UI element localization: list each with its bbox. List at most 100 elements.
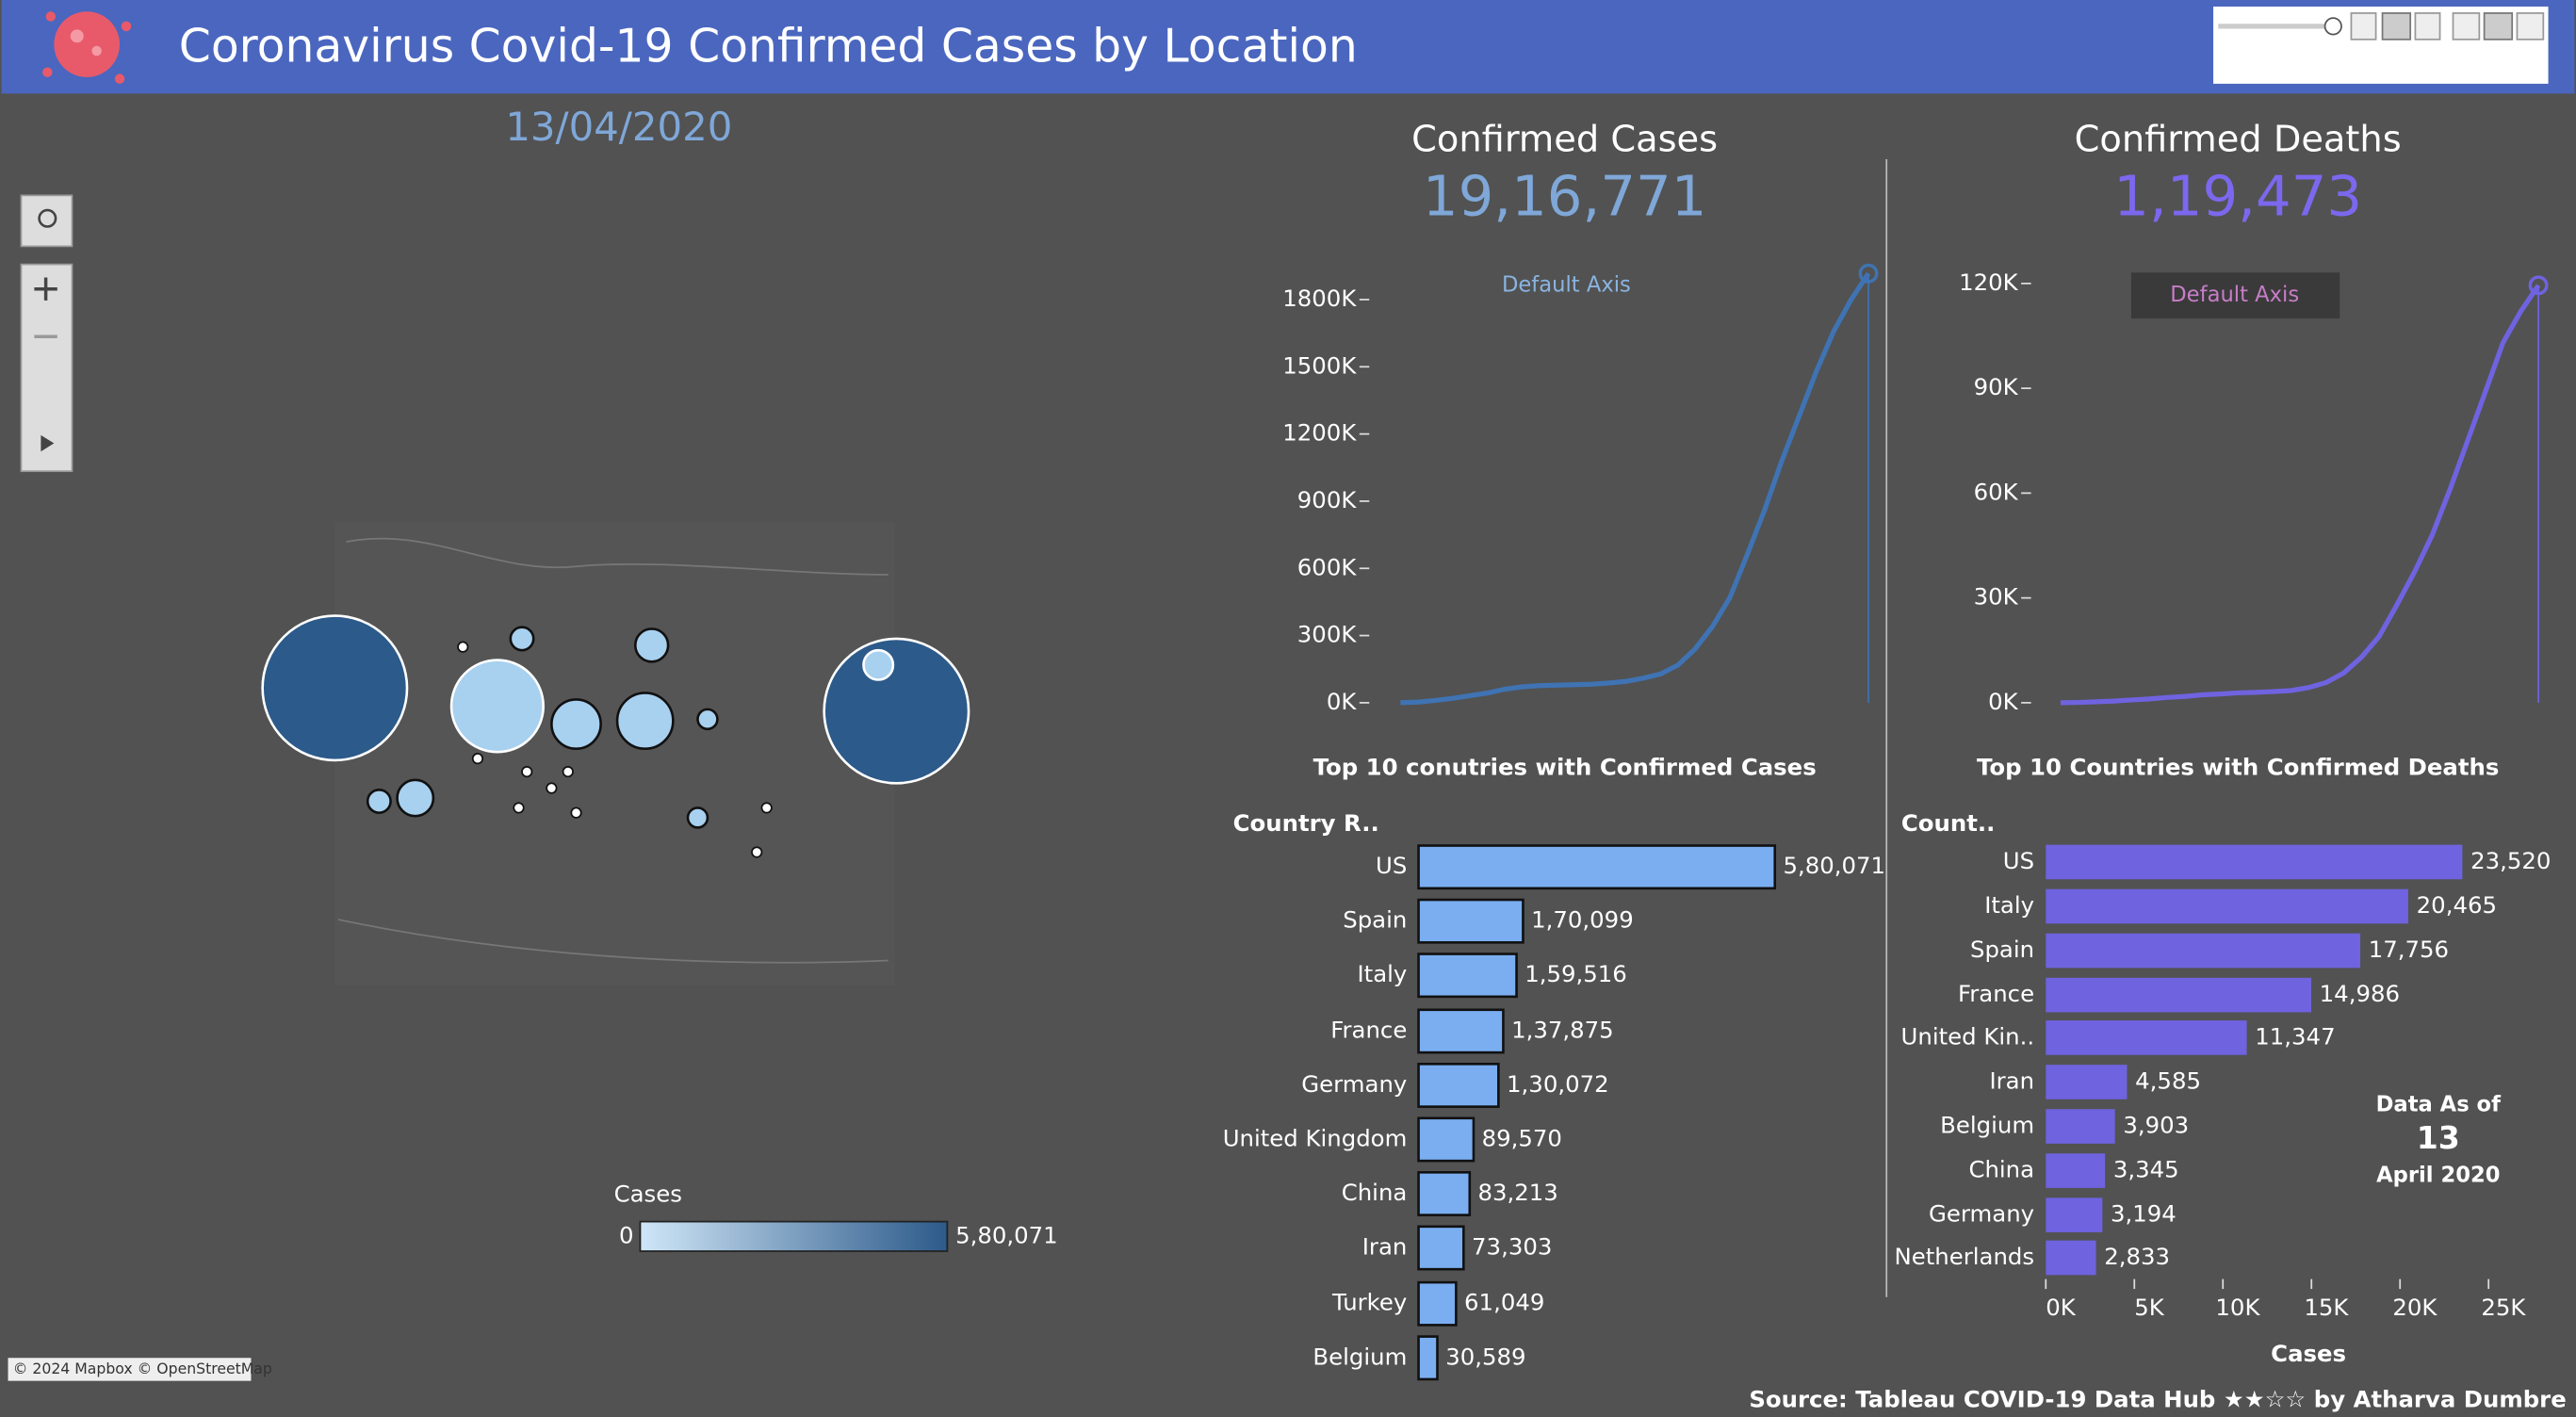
attribution-box [8,1358,252,1381]
date-label: 13/04/2020 [505,104,732,150]
category-label: China [1968,1156,2034,1183]
bar-y-header: Count.. [1901,809,1996,837]
annotation-box [2130,272,2340,319]
footer-source: Source: Tableau COVID-19 Data Hub ★★☆☆ b… [1749,1386,2566,1413]
x-tick-label: 10K [2215,1294,2260,1321]
category-label: United Kin.. [1901,1022,2035,1050]
bar-y-header: Country R.. [1233,809,1379,837]
bar [1417,1280,1458,1327]
value-label: 20,465 [2417,891,2497,919]
category-label: Spain [1970,936,2034,963]
bar [2046,933,2361,969]
value-label: 1,70,099 [1531,906,1634,934]
value-label: 83,213 [1478,1179,1558,1206]
category-label: Germany [1301,1070,1407,1098]
category-label: Spain [1343,906,1407,934]
y-tick-label: 0K [1327,688,1358,715]
category-label: France [1330,1016,1407,1043]
map-legend-min: 0 [619,1221,634,1248]
category-label: Belgium [1940,1112,2034,1139]
value-label: 1,30,072 [1507,1070,1609,1098]
value-label: 3,194 [2111,1200,2177,1228]
x-tick-label: 20K [2392,1294,2437,1321]
y-tick-label: 1800K [1282,285,1357,312]
bar [2046,1109,2115,1144]
value-label: 4,585 [2135,1067,2201,1094]
category-label: United Kingdom [1223,1124,1408,1151]
value-label: 11,347 [2255,1022,2335,1050]
category-label: France [1958,980,2034,1007]
category-label: Iran [1989,1067,2034,1094]
value-label: 1,37,875 [1511,1016,1614,1043]
bar [1417,1335,1439,1381]
bar [1417,898,1524,944]
y-tick-label: 90K [1974,373,2019,400]
axis-annotation: Default Axis [1502,273,1631,298]
category-label: Italy [1357,960,1407,987]
line [1400,271,1871,706]
header-bar [1,0,2575,94]
value-label: 17,756 [2369,936,2449,963]
y-tick-label: 60K [1974,478,2019,505]
category-label: Belgium [1312,1343,1407,1370]
bar [1417,1116,1475,1163]
category-label: Iran [1362,1232,1408,1260]
bar [2046,1020,2247,1055]
line [2060,284,2541,706]
category-label: US [1376,852,1407,879]
value-label: 1,59,516 [1524,960,1627,987]
bar [2046,1197,2103,1232]
map-toolbar[interactable] [20,194,73,473]
category-label: Turkey [1331,1289,1407,1316]
y-tick-label: 30K [1974,583,2019,611]
bar [1417,1063,1500,1108]
bar-chart-title: Top 10 Countries with Confirmed Deaths [1977,754,2499,781]
bar-chart-title: Top 10 conutries with Confirmed Cases [1313,754,1817,781]
map-attribution: © 2024 Mapbox © OpenStreetMap [13,1360,272,1377]
x-tick-label: 0K [2046,1294,2077,1321]
x-tick-label: 15K [2304,1294,2349,1321]
value-label: 61,049 [1464,1289,1544,1316]
x-tick-label: 5K [2134,1294,2165,1321]
axis-annotation: Default Axis [2170,283,2299,307]
value-label: 73,303 [1472,1232,1552,1260]
value-label: 23,520 [2470,847,2551,874]
y-tick-label: 1200K [1282,419,1357,447]
virus-icon [42,11,132,84]
end-point [2528,275,2549,296]
bar [2046,1065,2128,1099]
world-map [261,522,970,985]
value-label: 3,345 [2113,1156,2179,1183]
bar [2046,888,2408,924]
bar [1417,844,1777,890]
bar [1417,953,1518,999]
header-title: Coronavirus Covid-19 Confirmed Cases by … [179,19,1358,73]
y-tick-label: 120K [1959,269,2019,296]
category-label: Netherlands [1894,1243,2034,1270]
bar [2046,977,2311,1013]
y-tick-label: 300K [1297,621,1358,648]
deaths-total: 1,19,473 [2113,164,2362,229]
y-tick-label: 0K [1988,688,2019,715]
map-legend-gradient [639,1220,949,1252]
cases-total: 19,16,771 [1423,164,1707,229]
x-tick-label: 25K [2481,1294,2526,1321]
value-label: 89,570 [1482,1124,1562,1151]
bar [2046,1240,2096,1276]
cases-title: Confirmed Cases [1411,118,1718,160]
x-axis-title: Cases [2271,1340,2346,1367]
category-label: Germany [1929,1200,2034,1228]
value-label: 30,589 [1445,1343,1525,1370]
note-label: Data As of [2376,1092,2502,1116]
playback-controls[interactable] [2213,6,2549,84]
category-label: US [2003,847,2034,874]
note-day: 13 [2417,1119,2460,1156]
bar [1417,1171,1472,1216]
value-label: 5,80,071 [1783,852,1885,879]
bar [2046,844,2463,880]
bar [1417,1008,1505,1054]
value-label: 14,986 [2320,980,2400,1007]
y-tick-label: 1500K [1282,351,1357,379]
